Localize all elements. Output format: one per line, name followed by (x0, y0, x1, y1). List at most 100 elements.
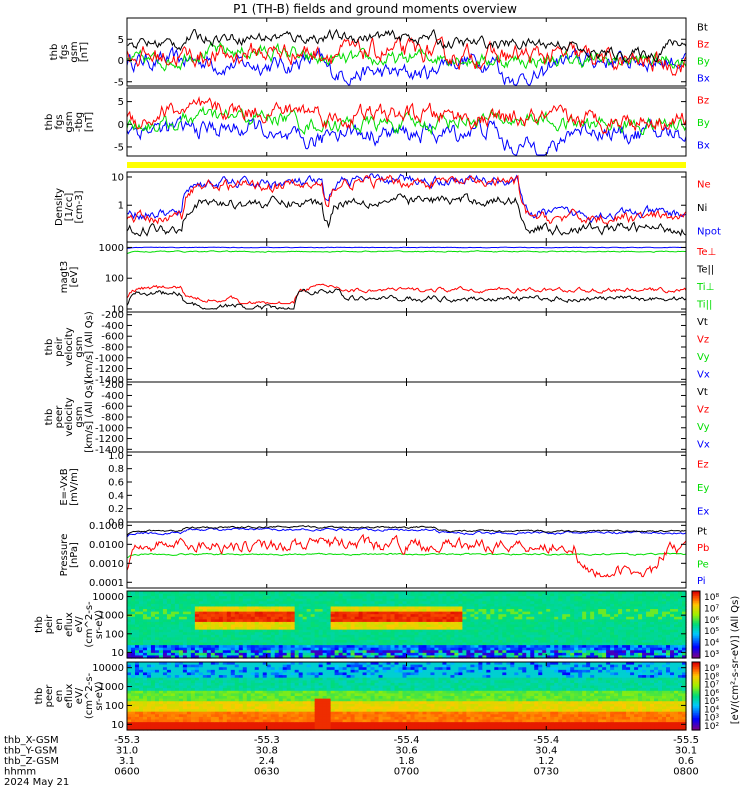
panel-peer-eflux-ytick-label: 1000 (99, 682, 124, 693)
panel-temperature-legend-Ti⊥: Ti⊥ (696, 282, 714, 293)
panel-peer-velocity-legend-Vt: Vt (697, 387, 708, 398)
panel-fgs-gsm-ylabel: fgs (59, 44, 70, 59)
panel-pressure-pe (126, 552, 687, 559)
panel-fgs-gsm-legend-Bt: Bt (697, 23, 708, 34)
panel-density-ylabel: Density (54, 188, 65, 226)
panel-peir-velocity-legend-Vt: Vt (697, 317, 708, 328)
panel-fgs-gsm-bz (126, 36, 687, 77)
panel-peir-velocity-ytick-label: -400 (101, 321, 124, 332)
panel-density-legend-Ne: Ne (697, 180, 711, 191)
panel-efield-legend-Ez: Ez (697, 460, 709, 471)
xaxis-value: 0730 (534, 767, 559, 778)
panel-peer-velocity-ylabel: thb (44, 409, 55, 426)
panel-peer-velocity-legend-Vz: Vz (697, 404, 709, 415)
panel-fgs-gsm-by (126, 41, 687, 72)
panel-density-ytick-label: 10 (111, 172, 124, 183)
panel-peer-velocity-ylabel: gsm (74, 406, 85, 427)
panel-peir-eflux-colorbar-tick: 10³ (704, 650, 719, 660)
panel-efield-ytick-label: 1.0 (108, 451, 124, 462)
panel-efield-ytick-label: 0.0 (108, 518, 124, 529)
panel-peir-eflux-colorbar-frame (691, 590, 701, 659)
panel-fgs-gse-by (126, 105, 687, 136)
panel-peir-velocity-ylabel: [km/s] (All Qs) (84, 311, 95, 383)
panel-peer-velocity-ytick-label: -800 (101, 413, 124, 424)
panel-fgs-gsm-bx (126, 46, 687, 86)
panel-fgs-gse-legend-Bz: Bz (697, 95, 709, 106)
panel-peer-velocity-ytick-label: -1200 (95, 434, 124, 445)
panel-temperature-ytick-label: 100 (105, 274, 124, 285)
panel-peer-velocity-ytick-label: -200 (101, 380, 124, 391)
panel-peir-eflux-ylabel: sr-eV) (94, 610, 105, 639)
panel-pressure-ytick-label: 0.1000 (89, 521, 124, 532)
panel-peer-eflux-ytick-label: 100 (105, 701, 124, 712)
panel-density-legend-Npot: Npot (697, 226, 721, 237)
panel-pressure-ylabel: Pressure (59, 534, 70, 577)
panel-efield-ytick-label: 0.4 (108, 491, 124, 502)
panel-temperature-te-perp (126, 246, 687, 249)
panel-temperature-ylabel: magt3 (59, 261, 70, 294)
panel-fgs-gsm-frame (126, 17, 687, 87)
panel-fgs-gse-legend-By: By (697, 118, 710, 129)
panel-peir-eflux-ytick-label: 10 (111, 648, 124, 659)
panel-fgs-gse-ytick-label: 5 (118, 97, 124, 108)
xaxis-value: 0800 (673, 767, 698, 778)
panel-peir-velocity-ytick-label: -600 (101, 332, 124, 343)
panel-peer-eflux-cells (127, 662, 687, 731)
panel-peir-velocity-ylabel: gsm (74, 336, 85, 357)
panel-temperature-ti-perp (126, 283, 687, 305)
panel-peer-eflux-colorbar-tick: 10³ (704, 714, 719, 724)
panel-pressure-ylabel: [nPa] (69, 542, 80, 568)
panel-peir-velocity-ytick-label: -1400 (95, 375, 124, 386)
panel-fgs-gse-ytick-label: -5 (114, 142, 124, 153)
panel-peer-eflux-ylabel: sr-eV) (94, 681, 105, 710)
panel-peir-eflux-ytick-label: 1000 (99, 611, 124, 622)
panel-peer-eflux-colorbar (692, 662, 700, 731)
panel-temperature-ylabel: [eV] (69, 267, 80, 288)
panel-peir-eflux-ylabel: eV/ (74, 616, 85, 633)
panel-peir-velocity-ylabel: peir (54, 336, 65, 356)
panel-peer-eflux-colorbar-tick: 10⁸ (704, 672, 719, 682)
panel-peir-eflux-colorbar-tick: 10⁴ (704, 639, 719, 649)
panel-peir-eflux-cells (127, 591, 687, 659)
panel-peir-velocity-frame (126, 311, 687, 383)
panel-peir-velocity-ytick-label: -1000 (95, 353, 124, 364)
panel-fgs-gse-ytick-label: 0 (118, 120, 124, 131)
plot-title: P1 (TH-B) fields and ground moments over… (233, 2, 517, 16)
xaxis-value: 1.2 (538, 756, 554, 767)
panel-peir-eflux-ylabel: en (54, 618, 65, 631)
panel-peer-velocity-ylabel: peer (54, 405, 65, 429)
panel-fgs-gsm-ytick-label: 5 (118, 35, 124, 46)
panel-peer-eflux-colorbar-tick: 10⁶ (704, 689, 719, 699)
panel-peer-velocity-ylabel: [km/s] (All Qs) (84, 381, 95, 453)
panel-pressure-pi (126, 527, 687, 538)
panel-peir-eflux-ylabel: eflux (64, 612, 75, 637)
xaxis-date: 2024 May 21 (4, 777, 69, 788)
panel-peer-eflux-ytick-label: 10000 (92, 663, 124, 674)
panel-fgs-gse-ylabel: -tbg (74, 112, 85, 132)
panel-pressure-ytick-label: 0.0100 (89, 540, 124, 551)
panel-peir-eflux-colorbar-tick: 10⁵ (704, 627, 719, 637)
panel-pressure-legend-Pi: Pi (697, 576, 706, 587)
panel-fgs-gse-legend-Bx: Bx (697, 141, 710, 152)
panel-peer-velocity-legend-Vx: Vx (697, 439, 710, 450)
panel-peir-eflux-ytick-label: 10000 (92, 592, 124, 603)
panel-peer-eflux-colorbar-tick: 10⁵ (704, 697, 719, 707)
panel-temperature-legend-Ti||: Ti|| (696, 299, 712, 310)
panel-fgs-gsm-legend-Bz: Bz (697, 40, 709, 51)
panel-peir-eflux-colorbar-tick: 10⁶ (704, 616, 719, 626)
xaxis-value: -55.5 (673, 735, 699, 746)
xaxis-row-label: hhmm (4, 767, 36, 778)
panel-pressure-legend-Pe: Pe (697, 559, 709, 570)
panel-density-ne (126, 174, 687, 227)
panel-peer-eflux-ylabel: peer (44, 684, 55, 708)
colorbar-label: [eV/(cm²-s-sr-eV)] (All Qs) (730, 596, 741, 725)
panel-temperature-ytick-label: 1000 (99, 243, 124, 254)
panel-temperature-ytick-label: 10 (111, 305, 124, 316)
xaxis-value: 1.8 (399, 756, 415, 767)
panel-peer-eflux-colorbar-frame (691, 661, 701, 731)
panel-density-ni (126, 193, 687, 237)
panel-pressure-ytick-label: 0.0010 (89, 559, 124, 570)
panel-fgs-gsm-ytick-label: 0 (118, 56, 124, 67)
panel-fgs-gse-bz (126, 95, 687, 135)
